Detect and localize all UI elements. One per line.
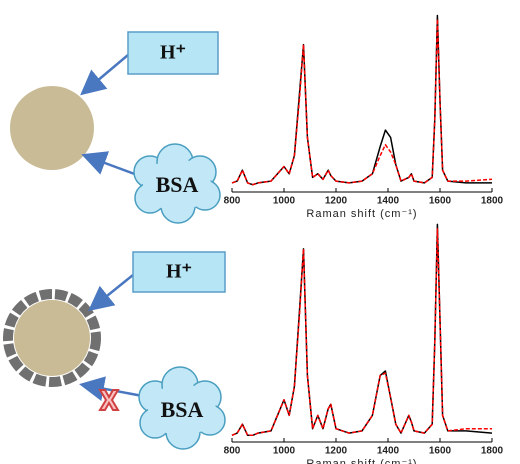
x-tick-label: 1600	[429, 446, 452, 457]
blocked-mark	[98, 389, 120, 411]
protein-label: BSA	[156, 172, 199, 197]
proton-box	[132, 251, 226, 293]
spectrum-line	[231, 228, 492, 437]
arrow	[80, 54, 129, 96]
x-axis-label: Raman shift (cm⁻¹)	[306, 458, 417, 464]
proton-box	[127, 31, 219, 75]
arrow	[88, 274, 134, 312]
protein-cloud	[133, 143, 221, 224]
particle	[10, 86, 94, 170]
x-tick-label: 1000	[273, 446, 296, 457]
x-tick-label: 1400	[377, 196, 400, 207]
spectrum-line	[231, 14, 492, 186]
x-axis-label: Raman shift (cm⁻¹)	[306, 208, 417, 220]
x-tick-label: 1800	[481, 446, 504, 457]
x-tick-label: 1000	[273, 196, 296, 207]
x-tick-label: 1800	[481, 196, 504, 207]
protein-cloud	[138, 366, 226, 450]
proton-label: H⁺	[160, 42, 186, 64]
particle	[14, 300, 90, 376]
arrow	[81, 151, 141, 178]
shell	[3, 289, 101, 387]
protein-label: BSA	[161, 397, 204, 422]
x-tick-label: 800	[224, 446, 241, 457]
x-tick-label: 1200	[325, 446, 348, 457]
x-tick-label: 1600	[429, 196, 452, 207]
x-tick-label: 1200	[325, 196, 348, 207]
proton-label: H⁺	[166, 261, 192, 283]
spectrum-line	[231, 18, 493, 186]
x-tick-label: 800	[224, 196, 241, 207]
x-tick-label: 1400	[377, 446, 400, 457]
spectrum-line	[231, 223, 493, 437]
